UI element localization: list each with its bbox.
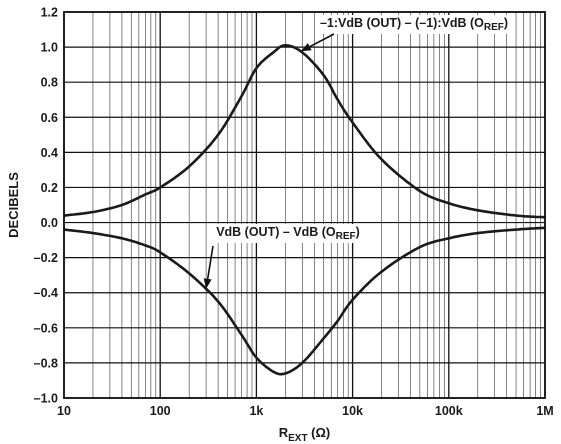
y-axis-title: DECIBELS: [6, 172, 21, 238]
x-tick-label: 1k: [249, 404, 263, 418]
lower-annotation-pre: VdB (OUT) – VdB (O: [216, 225, 336, 239]
x-tick-label: 10: [57, 404, 71, 418]
x-tick-label: 10k: [342, 404, 363, 418]
y-tick-label: –0.6: [34, 321, 58, 335]
y-tick-label: 0.0: [41, 216, 58, 230]
x-tick-label: 1M: [536, 404, 553, 418]
y-tick-label: –0.8: [34, 356, 58, 370]
upper-annotation-post: ): [504, 16, 508, 30]
lower-curve-annotation: VdB (OUT) – VdB (OREF): [203, 224, 363, 289]
y-tick-label: –0.4: [34, 286, 58, 300]
upper-annotation-pre: –1:VdB (OUT) – (–1):VdB (O: [320, 16, 484, 30]
svg-text:–1:VdB (OUT) – (–1):VdB (OREF): –1:VdB (OUT) – (–1):VdB (OREF): [320, 16, 508, 33]
series-line-0: [63, 44, 546, 219]
major-gridlines: [63, 11, 546, 399]
svg-text:VdB (OUT) – VdB (OREF): VdB (OUT) – VdB (OREF): [216, 225, 360, 242]
x-axis-title-sub: EXT: [288, 433, 307, 444]
x-axis-title-unit: (Ω): [308, 425, 331, 440]
upper-curve-annotation: –1:VdB (OUT) – (–1):VdB (OREF): [300, 15, 512, 52]
y-tick-label: 0.6: [41, 111, 58, 125]
x-axis-title-main: R: [279, 425, 289, 440]
lower-annotation-arrow: [206, 245, 214, 279]
x-axis-title: REXT (Ω): [279, 425, 331, 444]
y-tick-label: –1.0: [34, 392, 58, 406]
lower-annotation-post: ): [356, 225, 360, 239]
y-tick-label: 0.2: [41, 181, 58, 195]
y-tick-label: 0.8: [41, 76, 58, 90]
upper-annotation-arrowhead: [300, 43, 312, 52]
lower-annotation-arrowhead: [203, 278, 212, 289]
y-tick-label: 1.2: [41, 6, 58, 20]
x-tick-label: 100k: [435, 404, 463, 418]
x-tick-label: 100: [150, 404, 171, 418]
plot-frame: [63, 11, 546, 399]
y-tick-label: 0.4: [41, 146, 58, 160]
y-tick-label: –0.2: [34, 251, 58, 265]
x-tick-labels: 10 100 1k 10k 100k 1M: [57, 404, 554, 418]
lower-annotation-sub: REF: [336, 231, 356, 242]
upper-annotation-arrow: [309, 33, 335, 48]
series-layer: [63, 44, 546, 376]
y-tick-label: 1.0: [41, 41, 58, 55]
upper-annotation-sub: REF: [484, 22, 504, 33]
y-tick-labels: 1.2 1.0 0.8 0.6 0.4 0.2 0.0 –0.2 –0.4 –0.6 –0.8 –1.…: [34, 6, 58, 406]
series-line-1: [63, 226, 546, 376]
